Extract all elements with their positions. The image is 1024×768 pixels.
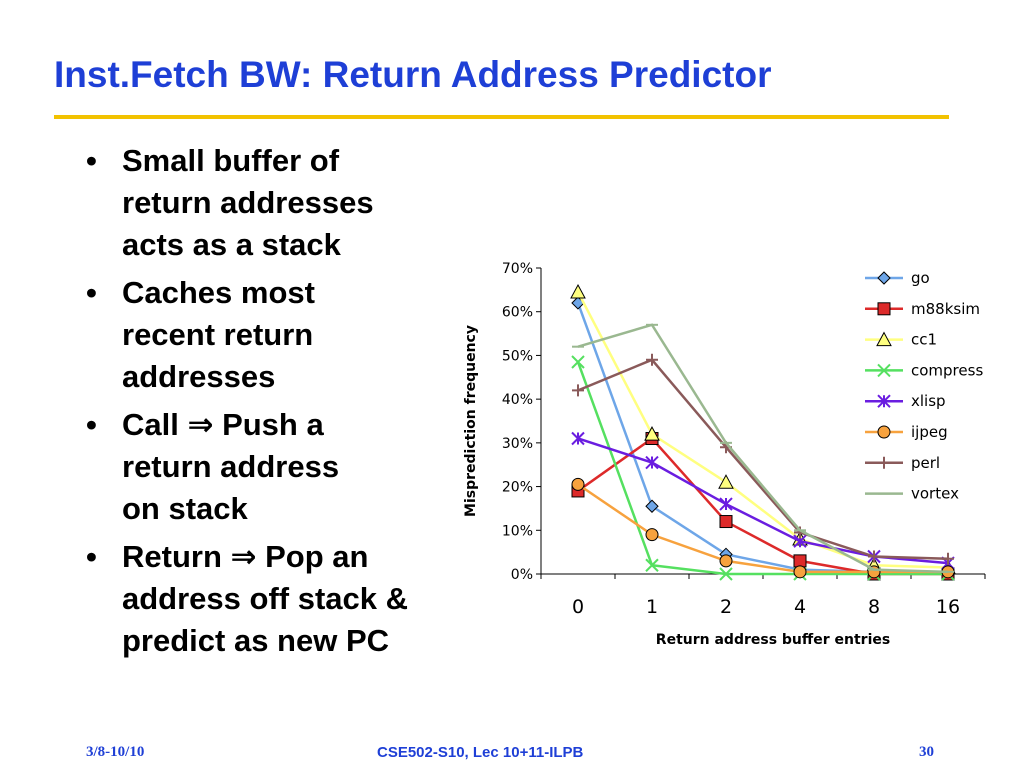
bullet-glyph: • — [86, 407, 97, 442]
chart-legend: go m88ksim cc1 compress xlisp ijpeg perl vortex — [858, 263, 983, 508]
y-tick-label: 10% — [502, 523, 533, 539]
y-tick-label: 0% — [511, 567, 533, 583]
x-tick-label: 8 — [868, 596, 880, 618]
y-tick-label: 70% — [502, 261, 533, 277]
data-point-ijpeg — [793, 565, 807, 579]
data-point-ijpeg — [571, 477, 585, 491]
bullet-line: addresses — [122, 359, 276, 394]
bullet-text: Push a — [213, 407, 324, 442]
legend-marker — [876, 331, 892, 347]
x-axis-title: Return address buffer entries — [656, 632, 890, 648]
bullet-line: predict as new PC — [122, 623, 390, 658]
legend-label: go — [911, 269, 930, 287]
data-point-ijpeg — [645, 528, 659, 542]
footer-page-number: 30 — [919, 744, 934, 760]
series-vortex — [572, 323, 954, 574]
legend-label: cc1 — [911, 331, 937, 349]
legend-label: compress — [911, 361, 983, 379]
data-point-ijpeg — [719, 554, 733, 568]
data-point-go — [645, 499, 659, 513]
slide-title: Inst.Fetch BW: Return Address Predictor — [54, 54, 772, 95]
footer-course: CSE502-S10, Lec 10+11-ILPB — [377, 744, 584, 761]
x-tick-label: 0 — [572, 596, 584, 618]
data-point-xlisp — [645, 455, 659, 470]
y-tick-label: 50% — [502, 348, 533, 364]
series-line-compress — [576, 361, 948, 576]
y-axis-title: Misprediction frequency — [463, 325, 479, 517]
implies-arrow-icon: ⇒ — [230, 539, 257, 575]
bullet-line: return address — [122, 449, 340, 484]
data-point-cc1 — [718, 474, 734, 489]
bullet-glyph: • — [86, 275, 97, 310]
series-line-vortex — [577, 323, 949, 574]
bullet-text: Return — [122, 539, 231, 574]
bullet-item: • Caches most recent return addresses — [86, 272, 408, 398]
data-point-perl — [868, 550, 880, 563]
legend-label: perl — [911, 454, 940, 472]
bullet-list: • Small buffer of return addresses acts … — [86, 140, 408, 668]
bullet-item: • Return ⇒ Pop an address off stack & pr… — [86, 536, 408, 662]
data-point-perl — [572, 384, 584, 397]
legend-label: vortex — [911, 485, 959, 503]
x-tick-label: 2 — [720, 596, 732, 618]
bullet-line: acts as a stack — [122, 227, 341, 262]
bullet-line: Caches most — [122, 275, 315, 310]
data-point-compress — [571, 355, 585, 369]
data-point-xlisp — [719, 497, 733, 511]
bullet-line: recent return — [122, 317, 314, 352]
legend-marker — [877, 302, 891, 316]
data-point-xlisp — [571, 431, 585, 446]
bullet-line: Call ⇒ Push a — [122, 404, 408, 446]
legend-label: m88ksim — [911, 300, 980, 318]
x-tick-label: 1 — [646, 596, 658, 618]
data-point-m88ksim — [793, 554, 807, 568]
implies-arrow-icon: ⇒ — [187, 407, 214, 443]
data-point-compress — [645, 558, 659, 572]
bullet-line: on stack — [122, 491, 248, 526]
bullet-line: return addresses — [122, 185, 374, 220]
bullet-text: Pop an — [256, 539, 369, 574]
y-tick-label: 60% — [502, 305, 533, 321]
bullet-glyph: • — [86, 143, 97, 178]
series-line-perl — [577, 358, 949, 560]
bullet-item: • Call ⇒ Push a return address on stack — [86, 404, 408, 530]
data-point-cc1 — [570, 283, 586, 299]
bullet-glyph: • — [86, 539, 97, 574]
legend-marker — [878, 456, 890, 469]
data-point-m88ksim — [719, 515, 733, 529]
bullet-text: Call — [122, 407, 188, 442]
title-underline — [54, 115, 949, 119]
bullet-line: address off stack & — [122, 581, 408, 616]
series-line-ijpeg — [577, 483, 948, 574]
bullet-line: Small buffer of — [122, 143, 340, 178]
footer-date: 3/8-10/10 — [86, 744, 145, 760]
bullet-item: • Small buffer of return addresses acts … — [86, 140, 408, 266]
legend-marker — [877, 271, 891, 285]
data-point-perl — [942, 552, 954, 565]
legend-label: xlisp — [911, 392, 946, 410]
y-tick-label: 30% — [502, 436, 533, 452]
data-point-cc1 — [644, 426, 660, 441]
legend-marker — [877, 425, 891, 439]
series-line-cc1 — [576, 291, 949, 569]
legend-marker — [877, 394, 891, 408]
x-tick-label: 16 — [936, 596, 960, 618]
data-point-compress — [719, 567, 733, 581]
legend-label: ijpeg — [911, 423, 948, 441]
x-tick-label: 4 — [794, 596, 806, 618]
data-point-perl — [646, 353, 658, 366]
legend-marker — [877, 363, 891, 378]
bullet-line: Return ⇒ Pop an — [122, 536, 408, 578]
y-tick-label: 40% — [502, 392, 533, 408]
misprediction-line-chart: 0% 10% 20% 30% 40% 50% 60% 70% 0 1 2 4 8 16 Return add… — [463, 261, 986, 648]
y-tick-label: 20% — [502, 480, 533, 496]
